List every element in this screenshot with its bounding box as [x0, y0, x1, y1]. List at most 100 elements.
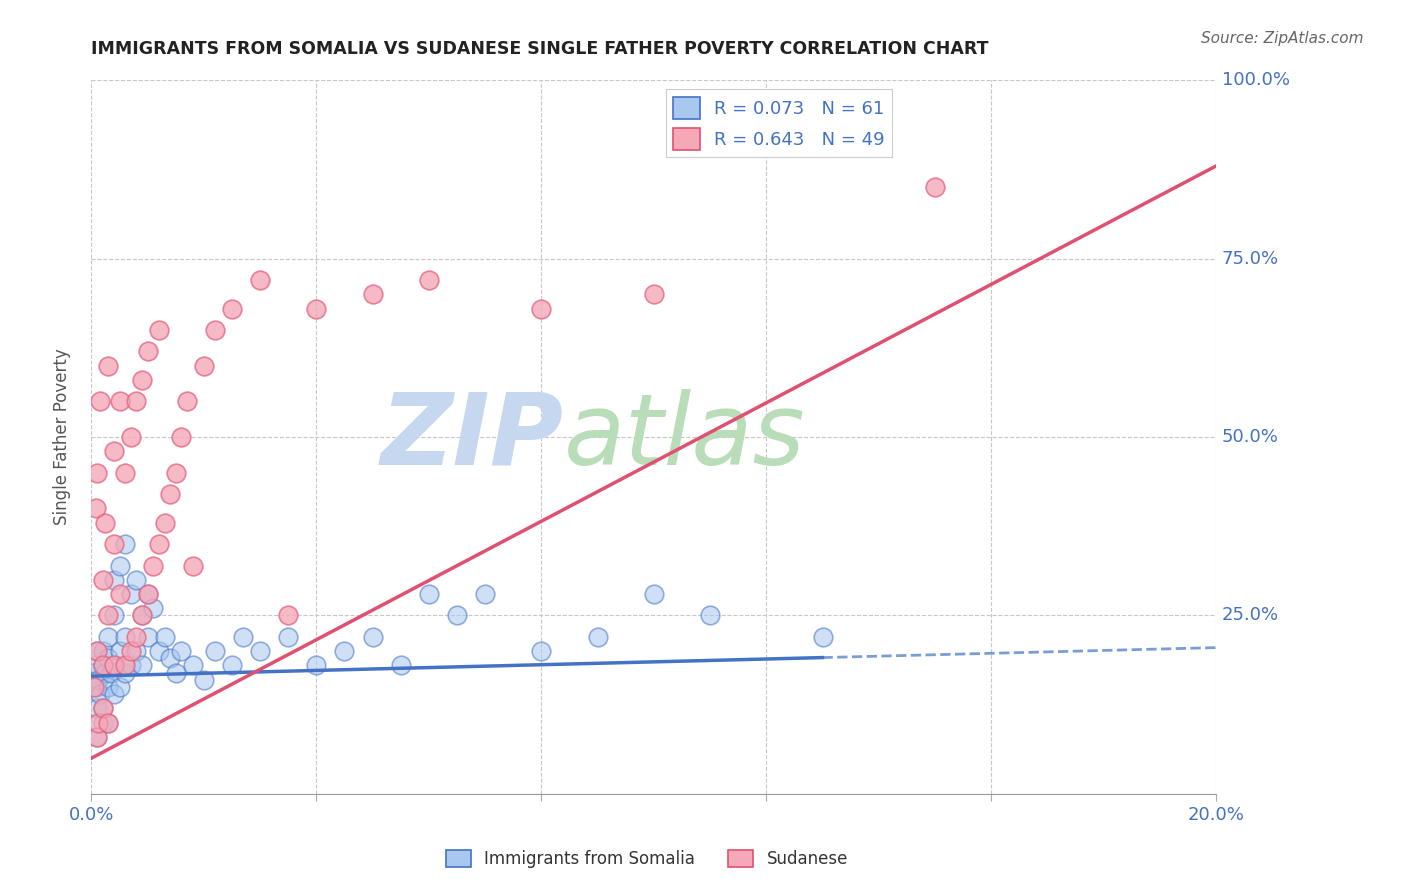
Point — [91, 715, 114, 730]
Point — [97, 359, 120, 373]
Point — [181, 558, 204, 573]
Point — [204, 644, 226, 658]
Point — [361, 287, 384, 301]
Point — [176, 394, 198, 409]
Point — [125, 573, 148, 587]
Point — [249, 644, 271, 658]
Point — [97, 715, 120, 730]
Point — [148, 323, 170, 337]
Point — [103, 658, 125, 673]
Point — [120, 587, 142, 601]
Point — [221, 658, 243, 673]
Text: IMMIGRANTS FROM SOMALIA VS SUDANESE SINGLE FATHER POVERTY CORRELATION CHART: IMMIGRANTS FROM SOMALIA VS SUDANESE SING… — [91, 40, 988, 58]
Point — [91, 701, 114, 715]
Point — [221, 301, 243, 316]
Point — [84, 501, 107, 516]
Point — [91, 701, 114, 715]
Text: 100.0%: 100.0% — [1222, 71, 1289, 89]
Point — [204, 323, 226, 337]
Point — [136, 587, 159, 601]
Point — [530, 301, 553, 316]
Point — [181, 658, 204, 673]
Point — [114, 466, 136, 480]
Point — [924, 180, 946, 194]
Point — [165, 466, 187, 480]
Point — [153, 516, 176, 530]
Point — [131, 373, 153, 387]
Point — [91, 573, 114, 587]
Point — [114, 658, 136, 673]
Point — [120, 644, 142, 658]
Point — [136, 344, 159, 359]
Point — [97, 608, 120, 623]
Point — [136, 587, 159, 601]
Point — [114, 665, 136, 680]
Point — [131, 658, 153, 673]
Point — [91, 658, 114, 673]
Point — [97, 651, 120, 665]
Point — [83, 680, 105, 694]
Point — [148, 323, 170, 337]
Point — [91, 701, 114, 715]
Point — [418, 587, 440, 601]
Point — [333, 644, 356, 658]
Point — [586, 630, 609, 644]
Point — [94, 516, 117, 530]
Point — [84, 501, 107, 516]
Point — [418, 273, 440, 287]
Text: 50.0%: 50.0% — [1222, 428, 1278, 446]
Point — [86, 466, 108, 480]
Point — [83, 680, 105, 694]
Point — [103, 608, 125, 623]
Point — [474, 587, 496, 601]
Point — [103, 444, 125, 458]
Text: Source: ZipAtlas.com: Source: ZipAtlas.com — [1201, 31, 1364, 46]
Point — [114, 537, 136, 551]
Point — [114, 658, 136, 673]
Point — [136, 630, 159, 644]
Point — [120, 644, 142, 658]
Point — [361, 630, 384, 644]
Legend: Immigrants from Somalia, Sudanese: Immigrants from Somalia, Sudanese — [439, 843, 855, 875]
Point — [86, 730, 108, 744]
Point — [114, 630, 136, 644]
Point — [643, 287, 665, 301]
Point — [148, 537, 170, 551]
Point — [643, 587, 665, 601]
Point — [136, 344, 159, 359]
Point — [103, 537, 125, 551]
Point — [86, 644, 108, 658]
Point — [125, 394, 148, 409]
Point — [97, 715, 120, 730]
Point — [530, 644, 553, 658]
Point — [120, 430, 142, 444]
Legend: R = 0.073   N = 61, R = 0.643   N = 49: R = 0.073 N = 61, R = 0.643 N = 49 — [665, 89, 893, 157]
Text: atlas: atlas — [564, 389, 806, 485]
Point — [125, 630, 148, 644]
Point — [94, 665, 117, 680]
Point — [114, 466, 136, 480]
Point — [159, 651, 181, 665]
Point — [103, 573, 125, 587]
Text: ZIP: ZIP — [381, 389, 564, 485]
Text: 75.0%: 75.0% — [1222, 250, 1279, 268]
Point — [103, 658, 125, 673]
Text: 25.0%: 25.0% — [1222, 607, 1279, 624]
Point — [170, 644, 193, 658]
Point — [193, 359, 215, 373]
Point — [142, 601, 165, 615]
Point — [142, 558, 165, 573]
Point — [91, 573, 114, 587]
Point — [170, 430, 193, 444]
Point — [181, 558, 204, 573]
Point — [103, 687, 125, 701]
Point — [103, 444, 125, 458]
Point — [89, 394, 111, 409]
Point — [125, 630, 148, 644]
Point — [97, 680, 120, 694]
Point — [148, 537, 170, 551]
Point — [86, 466, 108, 480]
Point — [94, 516, 117, 530]
Point — [165, 466, 187, 480]
Point — [277, 608, 299, 623]
